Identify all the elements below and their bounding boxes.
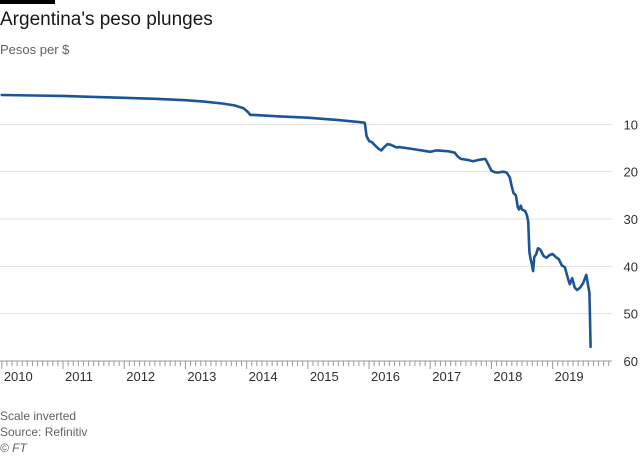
x-tick-label: 2018 <box>493 369 522 384</box>
gridlines <box>0 123 612 315</box>
source-note: Source: Refinitiv <box>0 425 88 439</box>
x-tick-label: 2012 <box>126 369 155 384</box>
x-tick-label: 2014 <box>249 369 278 384</box>
chart-subtitle: Pesos per $ <box>0 42 70 57</box>
y-tick-label: 30 <box>624 212 638 227</box>
y-tick-label: 50 <box>624 307 638 322</box>
x-axis: 2010 2011 2012 2013 2014 2015 2016 2017 2018 2019 <box>0 360 612 384</box>
scale-note: Scale inverted <box>0 409 77 423</box>
peso-rate-line <box>0 93 592 349</box>
chart-title: Argentina's peso plunges <box>0 9 213 30</box>
y-axis: 10 20 30 40 50 60 <box>624 117 638 369</box>
x-tick-label: 2016 <box>371 369 400 384</box>
x-tick-label: 2015 <box>310 369 339 384</box>
ft-credit: © FT <box>0 441 27 455</box>
ft-top-rule <box>0 0 55 4</box>
x-tick-label: 2010 <box>4 369 33 384</box>
y-tick-label: 10 <box>624 117 638 132</box>
x-tick-label: 2019 <box>555 369 584 384</box>
x-tick-label: 2011 <box>65 369 93 384</box>
y-tick-label: 40 <box>624 259 638 274</box>
x-tick-label: 2013 <box>187 369 216 384</box>
x-tick-label: 2017 <box>432 369 461 384</box>
y-tick-label: 60 <box>624 354 638 369</box>
y-tick-label: 20 <box>624 165 638 180</box>
